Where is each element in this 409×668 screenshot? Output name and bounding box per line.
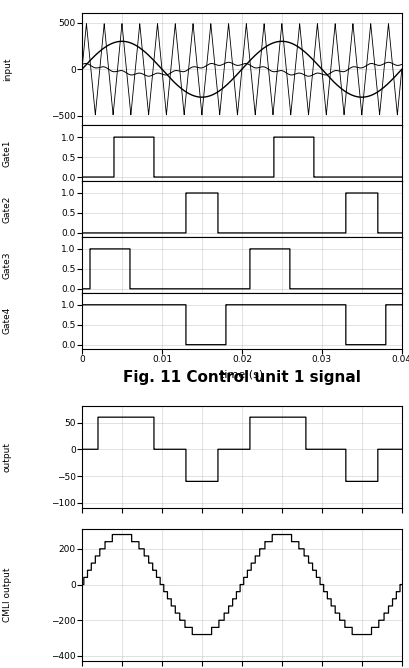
Y-axis label: H-Bridge 1
output: H-Bridge 1 output — [0, 434, 11, 481]
Y-axis label: Gate2: Gate2 — [2, 195, 11, 222]
X-axis label: time (s): time (s) — [220, 369, 263, 379]
Y-axis label: control unit
input: control unit input — [0, 43, 11, 96]
Y-axis label: Gate3: Gate3 — [2, 251, 11, 279]
Y-axis label: CMLI output: CMLI output — [2, 568, 11, 623]
Text: Fig. 11 Control unit 1 signal: Fig. 11 Control unit 1 signal — [123, 370, 360, 385]
Y-axis label: Gate1: Gate1 — [2, 140, 11, 167]
Y-axis label: Gate4: Gate4 — [2, 307, 11, 335]
